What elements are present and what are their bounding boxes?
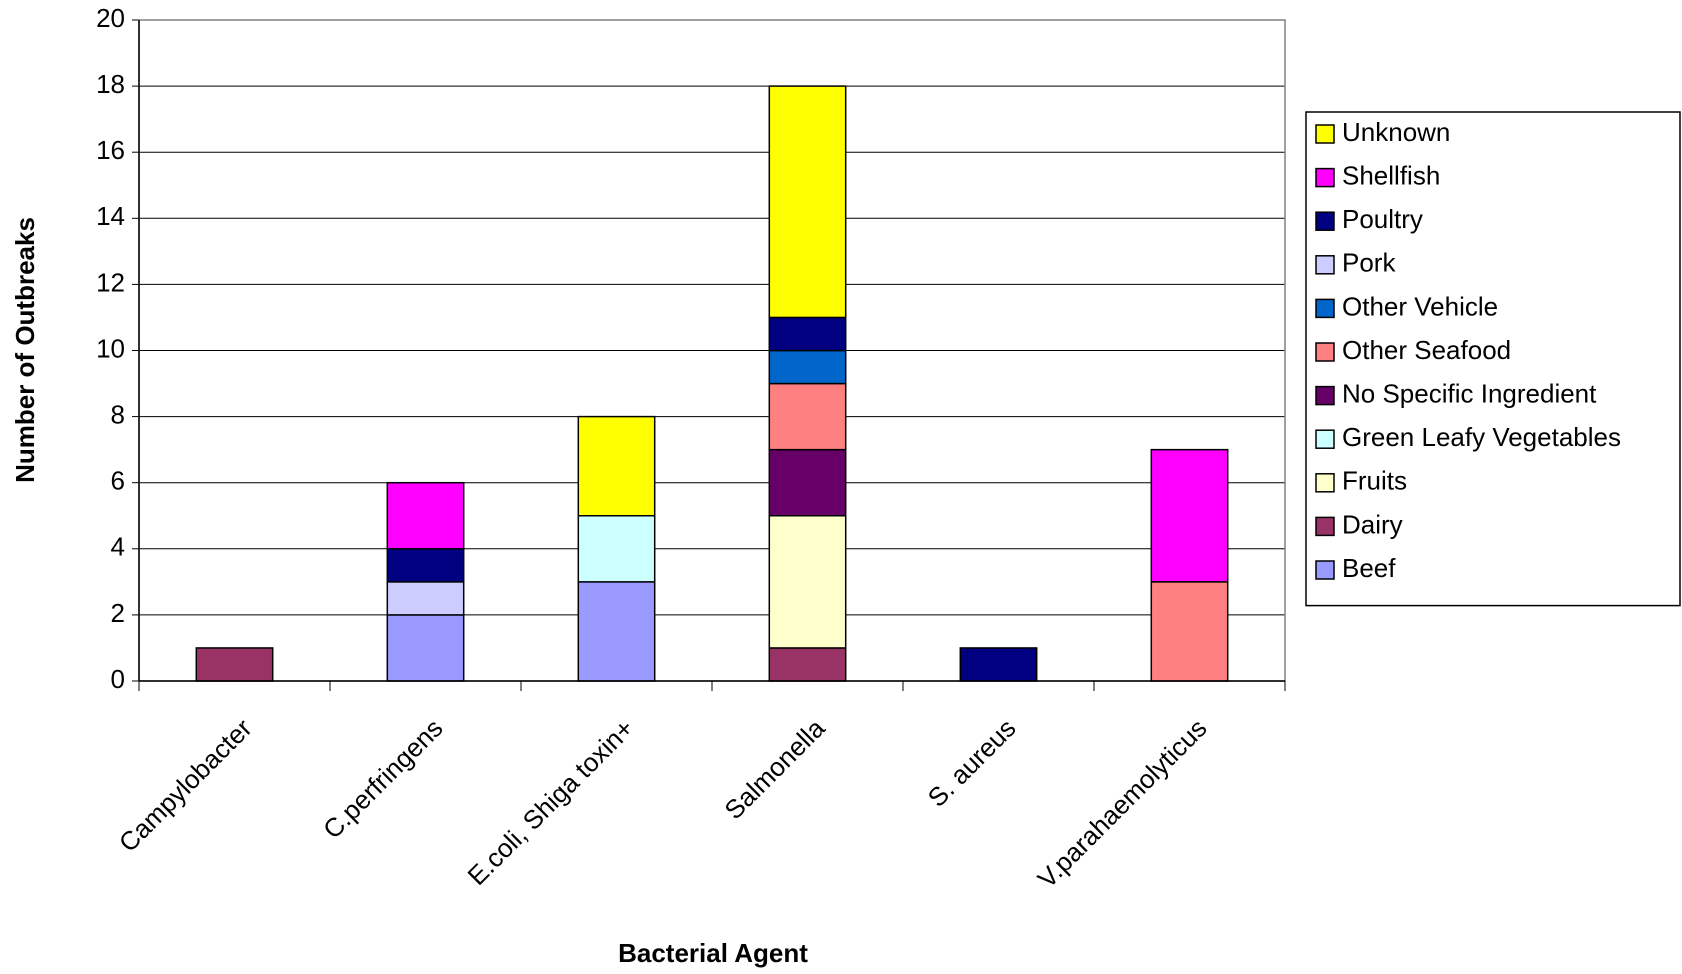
bar-segment: [1150, 581, 1229, 682]
bar-segment: [386, 581, 465, 616]
y-tick-label: 10: [96, 333, 125, 363]
legend-swatch: [1315, 429, 1335, 449]
y-tick-label: 16: [96, 135, 125, 165]
legend-label: Poultry: [1342, 204, 1423, 234]
y-tick-label: 20: [96, 3, 125, 33]
bar-segment: [768, 448, 847, 517]
legend-label: Other Vehicle: [1342, 291, 1498, 321]
bar-segment: [1150, 448, 1229, 583]
bar-segment: [768, 647, 847, 682]
legend-label: Shellfish: [1342, 160, 1440, 190]
bar-segment: [577, 415, 656, 517]
legend-swatch: [1315, 211, 1335, 231]
legend-label: Beef: [1342, 553, 1396, 583]
legend-label: Unknown: [1342, 117, 1450, 147]
x-tick-label: Campylobacter: [113, 713, 258, 858]
legend-swatch: [1315, 516, 1335, 537]
x-tick-label: Salmonella: [718, 713, 831, 826]
legend-swatch: [1315, 342, 1335, 362]
bar-segment: [768, 316, 847, 352]
y-tick-label: 8: [111, 399, 125, 429]
x-tick-label: C.perfringens: [317, 713, 449, 845]
y-tick-label: 4: [111, 532, 125, 562]
legend-label: Dairy: [1342, 509, 1403, 539]
x-tick-label: S. aureus: [922, 713, 1022, 813]
legend-swatch: [1315, 167, 1335, 188]
y-tick-label: 18: [96, 69, 125, 99]
bar-segment: [386, 548, 465, 583]
bar-segment: [386, 481, 465, 550]
y-tick-label: 12: [96, 267, 125, 297]
x-tick-label: V.parahaemolyticus: [1032, 713, 1213, 894]
x-axis-title: Bacterial Agent: [618, 938, 808, 968]
y-axis-title: Number of Outbreaks: [10, 217, 40, 483]
x-tick-label: E.coli, Shiga toxin+: [462, 713, 640, 891]
bar-segment: [768, 85, 847, 319]
legend-box: [1305, 111, 1681, 607]
legend-label: Other Seafood: [1342, 335, 1511, 365]
bar-segment: [768, 382, 847, 451]
y-tick-label: 2: [111, 598, 125, 628]
bar-segment: [577, 581, 656, 682]
y-tick-label: 0: [111, 664, 125, 694]
bar-segment: [768, 349, 847, 385]
legend-label: No Specific Ingredient: [1342, 378, 1597, 408]
legend-label: Green Leafy Vegetables: [1342, 422, 1621, 452]
bar-segment: [195, 647, 274, 682]
legend-swatch: [1315, 385, 1335, 406]
legend-swatch: [1315, 473, 1335, 493]
legend-swatch: [1315, 255, 1335, 275]
legend-label: Fruits: [1342, 466, 1407, 496]
bar-segment: [386, 614, 465, 682]
legend-label: Pork: [1342, 248, 1396, 278]
y-tick-label: 14: [96, 201, 125, 231]
bar-segment: [577, 515, 656, 583]
legend-swatch: [1315, 298, 1335, 319]
bar-segment: [959, 647, 1038, 682]
legend-swatch: [1315, 124, 1335, 144]
y-tick-label: 6: [111, 466, 125, 496]
legend-swatch: [1315, 560, 1335, 580]
bar-segment: [768, 515, 847, 649]
